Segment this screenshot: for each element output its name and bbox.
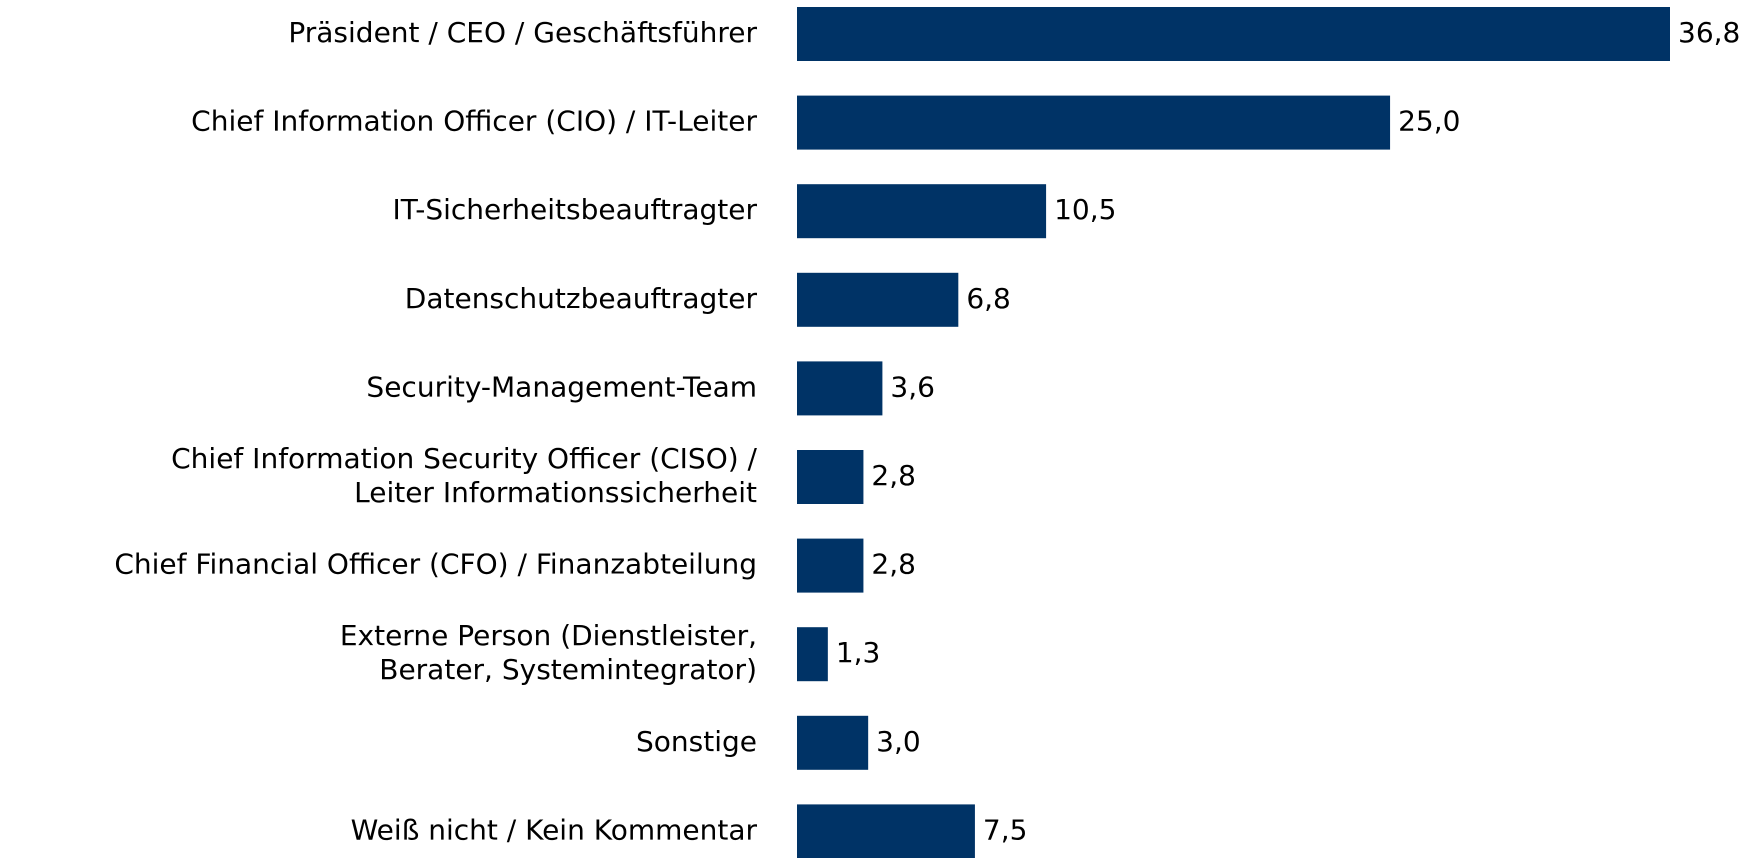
bar <box>797 7 1670 61</box>
category-label: IT-Sicherheitsbeauftragter <box>392 193 757 226</box>
value-label: 2,8 <box>871 548 916 581</box>
category-label: Sonstige <box>636 725 757 758</box>
bar <box>797 95 1391 150</box>
value-label: 3,0 <box>876 725 921 758</box>
bar <box>797 715 869 770</box>
bar <box>797 272 959 327</box>
value-label: 2,8 <box>871 459 916 492</box>
category-label: Chief Information Officer (CIO) / IT-Lei… <box>191 105 757 138</box>
category-label: Chief Information Security Officer (CISO… <box>171 442 757 509</box>
value-label: 6,8 <box>966 282 1011 315</box>
category-label: Externe Person (Dienstleister, Berater, S… <box>340 619 757 686</box>
bar <box>797 627 828 682</box>
bar <box>797 361 883 416</box>
value-label: 36,8 <box>1678 16 1740 49</box>
value-label: 7,5 <box>983 813 1028 846</box>
bar <box>797 450 864 504</box>
value-label: 25,0 <box>1398 105 1460 138</box>
value-label: 10,5 <box>1054 193 1116 226</box>
value-label: 3,6 <box>890 370 935 403</box>
bar <box>797 184 1047 239</box>
category-label: Weiß nicht / Kein Kommentar <box>351 813 758 846</box>
bar <box>797 804 975 858</box>
category-label: Datenschutzbeauftragter <box>405 282 758 315</box>
category-label: Chief Financial Officer (CFO) / Finanzab… <box>114 548 757 581</box>
category-label: Präsident / CEO / Geschäftsführer <box>288 16 757 49</box>
bar <box>797 538 864 593</box>
value-label: 1,3 <box>836 636 881 669</box>
category-label: Security-Management-Team <box>366 370 757 403</box>
